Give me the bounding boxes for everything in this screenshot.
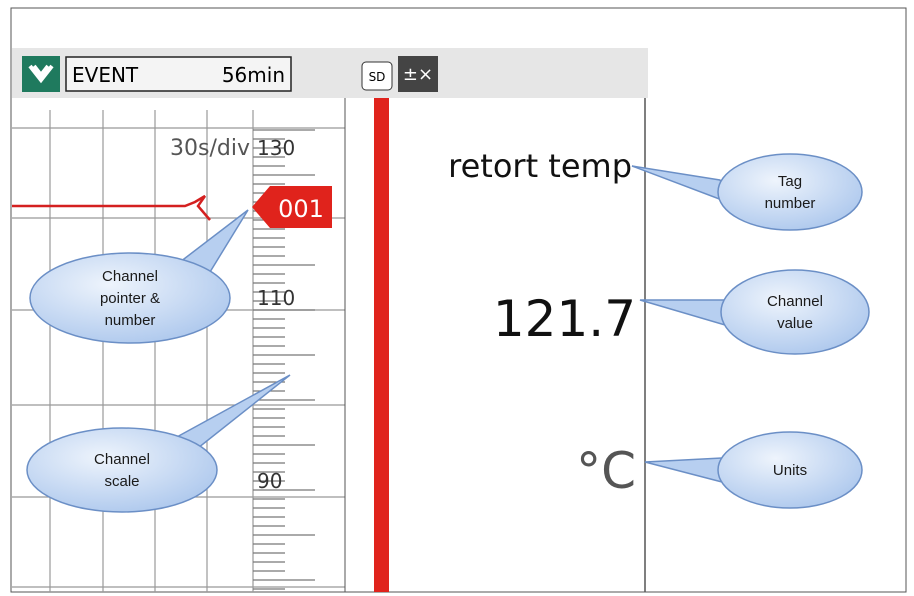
callout-text: number bbox=[765, 195, 816, 212]
callout-text: scale bbox=[104, 473, 139, 490]
callout-text: Tag bbox=[778, 173, 802, 190]
callout-text: Channel bbox=[102, 268, 158, 285]
callout-text: Channel bbox=[767, 293, 823, 310]
callout-bubble bbox=[721, 270, 869, 354]
callout-bubble bbox=[27, 428, 217, 512]
screenshot: EVENT 56min SD ±× 30s/div 130 110 90 001… bbox=[0, 0, 914, 596]
scale-label: 110 bbox=[257, 286, 295, 310]
callout-text: value bbox=[777, 315, 813, 332]
callout-text: Units bbox=[773, 462, 807, 479]
callout-text: pointer & bbox=[100, 290, 160, 307]
pointer-number: 001 bbox=[278, 195, 324, 223]
sd-label: SD bbox=[369, 70, 386, 84]
channel-units: °C bbox=[576, 442, 636, 500]
math-symbols: ±× bbox=[403, 64, 433, 85]
callout-text: Channel bbox=[94, 451, 150, 468]
event-label: EVENT bbox=[72, 63, 139, 87]
event-duration: 56min bbox=[222, 63, 285, 87]
scale-label: 130 bbox=[257, 136, 295, 160]
channel-value: 121.7 bbox=[493, 290, 636, 348]
tag-name: retort temp bbox=[448, 147, 632, 185]
bar-graph bbox=[374, 98, 389, 592]
scale-label: 90 bbox=[257, 469, 282, 493]
callout-text: number bbox=[105, 312, 156, 329]
callout-bubble bbox=[718, 154, 862, 230]
chart-speed: 30s/div bbox=[170, 136, 250, 161]
